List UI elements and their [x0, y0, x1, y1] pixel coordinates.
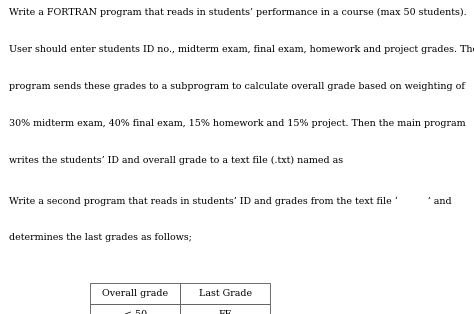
Text: Write a FORTRAN program that reads in students’ performance in a course (max 50 : Write a FORTRAN program that reads in st…: [9, 8, 466, 17]
Text: program sends these grades to a subprogram to calculate overall grade based on w: program sends these grades to a subprogr…: [9, 82, 465, 91]
Text: 30% midterm exam, 40% final exam, 15% homework and 15% project. Then the main pr: 30% midterm exam, 40% final exam, 15% ho…: [9, 119, 465, 128]
Text: Overall grade: Overall grade: [102, 289, 168, 298]
Text: Last Grade: Last Grade: [199, 289, 252, 298]
Bar: [180, 283, 270, 304]
Text: writes the students’ ID and overall grade to a text file (.txt) named as: writes the students’ ID and overall grad…: [9, 156, 343, 165]
Bar: [180, 304, 270, 314]
Text: FF: FF: [219, 311, 232, 314]
Bar: [90, 304, 180, 314]
Text: < 50: < 50: [124, 311, 146, 314]
Bar: [90, 283, 180, 304]
Text: determines the last grades as follows;: determines the last grades as follows;: [9, 233, 191, 242]
Text: Write a second program that reads in students’ ID and grades from the text file : Write a second program that reads in stu…: [9, 196, 451, 206]
Text: User should enter students ID no., midterm exam, final exam, homework and projec: User should enter students ID no., midte…: [9, 45, 474, 54]
